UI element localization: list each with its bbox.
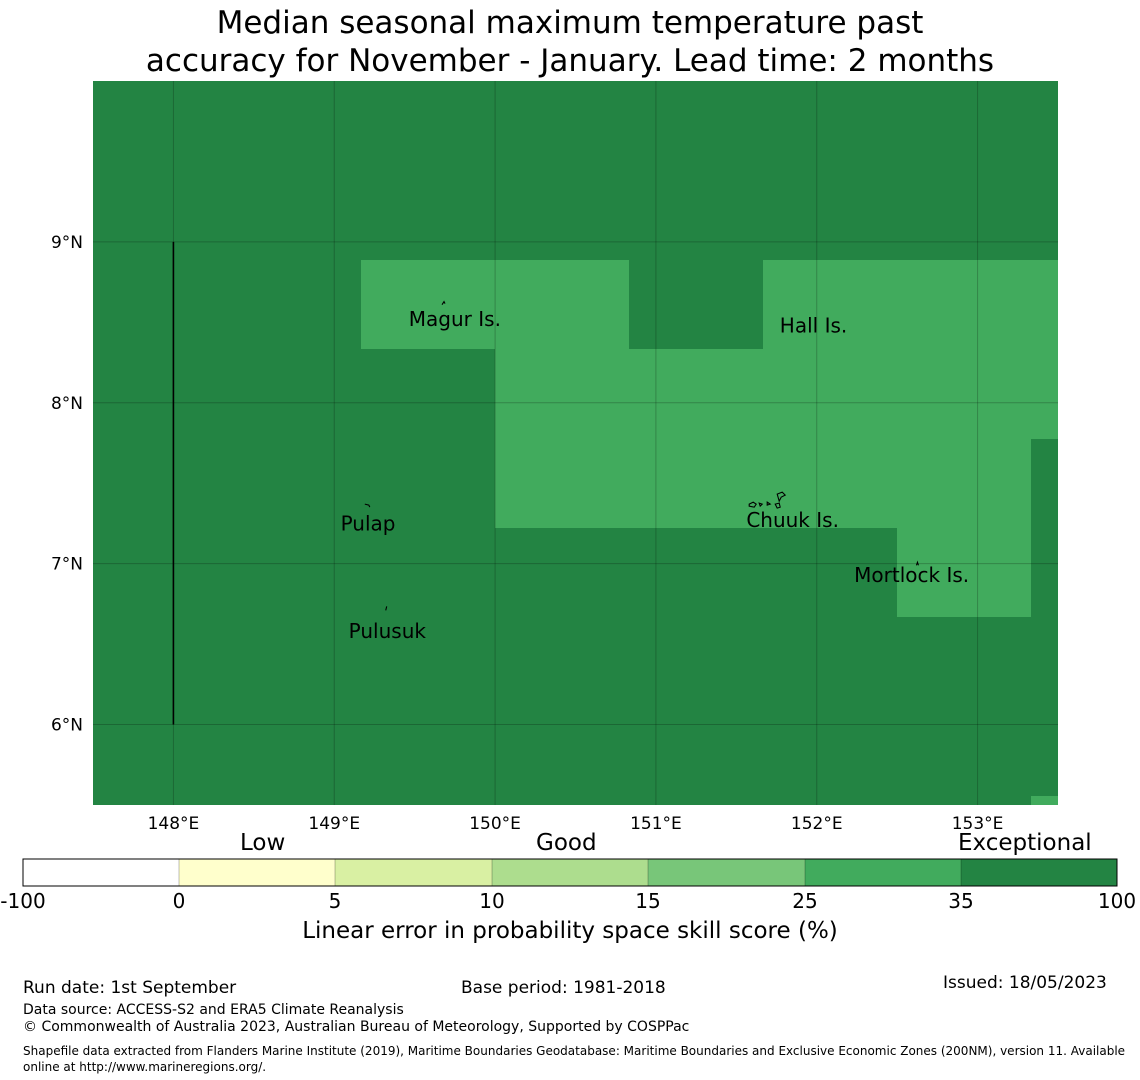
latitude-tick-label: 8°N bbox=[51, 394, 83, 414]
place-label: Pulusuk bbox=[349, 619, 427, 643]
island-outline bbox=[441, 300, 446, 305]
longitude-tick-label: 153°E bbox=[952, 814, 1004, 834]
colorbar-tick-label: 0 bbox=[173, 889, 186, 913]
category-low-label: Low bbox=[240, 830, 286, 856]
colorbar-tick-label: 100 bbox=[1098, 889, 1136, 913]
colorbar: -100 0 5 10 15 25 35 100 bbox=[0, 858, 1136, 913]
island-outline bbox=[748, 491, 787, 509]
colorbar-tick-label: 15 bbox=[635, 889, 660, 913]
longitude-tick-label: 149°E bbox=[308, 814, 360, 834]
map-title: Median seasonal maximum temperature past… bbox=[0, 4, 1140, 80]
colorbar-segment bbox=[961, 859, 1117, 886]
category-exceptional-label: Exceptional bbox=[958, 830, 1092, 856]
skill-cell bbox=[1031, 349, 1058, 439]
colorbar-title: Linear error in probability space skill … bbox=[302, 918, 838, 944]
colorbar-tick-label: 25 bbox=[792, 889, 817, 913]
latitude-tick-label: 6°N bbox=[51, 716, 83, 736]
latitude-tick-label: 7°N bbox=[51, 555, 83, 575]
map-area: 148°E 149°E 150°E 151°E 152°E 153°E 9°N 8°N 7°N 6… bbox=[51, 81, 1058, 834]
skill-cell bbox=[495, 260, 629, 528]
copyright: © Commonwealth of Australia 2023, Austra… bbox=[23, 1019, 690, 1035]
island-outline bbox=[385, 606, 388, 611]
latitude-tick-label: 9°N bbox=[51, 233, 83, 253]
place-label: Chuuk Is. bbox=[746, 508, 839, 532]
place-label: Hall Is. bbox=[780, 314, 847, 338]
colorbar-tick-label: 10 bbox=[479, 889, 504, 913]
longitude-tick-label: 148°E bbox=[148, 814, 200, 834]
skill-cell bbox=[1031, 796, 1058, 805]
run-date: Run date: 1st September bbox=[23, 978, 237, 998]
title-line-1: Median seasonal maximum temperature past bbox=[216, 5, 924, 41]
category-good-label: Good bbox=[536, 830, 597, 856]
place-label: Magur Is. bbox=[409, 307, 501, 331]
island-outline bbox=[915, 560, 919, 566]
shapefile-credit-line-1: Shapefile data extracted from Flanders M… bbox=[23, 1044, 1126, 1058]
skill-cell bbox=[629, 349, 897, 528]
base-period: Base period: 1981-2018 bbox=[461, 978, 666, 998]
colorbar-segment bbox=[335, 859, 492, 886]
shapefile-credit: Shapefile data extracted from Flanders M… bbox=[23, 1043, 1140, 1075]
data-source: Data source: ACCESS-S2 and ERA5 Climate … bbox=[23, 1002, 404, 1018]
colorbar-tick-label: -100 bbox=[0, 889, 45, 913]
colorbar-outline bbox=[22, 858, 1118, 887]
colorbar-segment bbox=[492, 859, 648, 886]
colorbar-segment bbox=[23, 859, 179, 886]
colorbar-tick-label: 5 bbox=[329, 889, 342, 913]
island-outline bbox=[364, 503, 371, 508]
longitude-tick-label: 152°E bbox=[791, 814, 843, 834]
colorbar-tick-label: 35 bbox=[948, 889, 973, 913]
colorbar-segment bbox=[179, 859, 335, 886]
longitude-tick-label: 151°E bbox=[630, 814, 682, 834]
skill-cell bbox=[897, 349, 1031, 617]
colorbar-segment bbox=[648, 859, 805, 886]
colorbar-segment bbox=[805, 859, 961, 886]
skill-cell bbox=[763, 260, 1058, 349]
title-line-2: accuracy for November - January. Lead ti… bbox=[145, 43, 995, 79]
place-label: Pulap bbox=[341, 511, 396, 535]
longitude-tick-label: 150°E bbox=[469, 814, 521, 834]
place-label: Mortlock Is. bbox=[854, 563, 969, 587]
issued-date: Issued: 18/05/2023 bbox=[943, 973, 1107, 993]
shapefile-credit-line-2: online at http://www.marineregions.org/. bbox=[23, 1060, 267, 1074]
